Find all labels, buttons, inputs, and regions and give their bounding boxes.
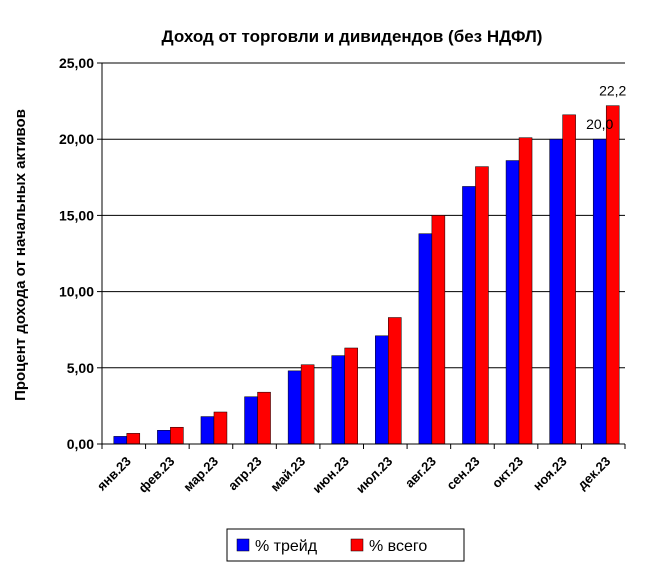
bar-total: [126, 433, 141, 445]
chart-title: Доход от торговли и дивидендов (без НДФЛ…: [162, 27, 543, 46]
x-tick-label: сен.23: [443, 454, 482, 493]
y-tick-label: 0,00: [67, 436, 94, 452]
x-tick-labels: янв.23 фев.23 мар.23 апр.23 май.23 июн.23 июл.…: [94, 454, 613, 497]
bar-total: [605, 105, 620, 445]
bar-trade: [505, 160, 520, 445]
bar-trade: [418, 233, 433, 445]
x-tick-label: мар.23: [180, 454, 221, 495]
bar-total: [170, 426, 184, 445]
bar-total: [475, 166, 489, 445]
bar-total: [344, 347, 358, 445]
x-tick-label: июл.23: [353, 454, 396, 497]
bar-total: [213, 411, 228, 445]
legend-entry: % трейд: [255, 538, 318, 555]
x-tick-label: окт.23: [489, 454, 526, 491]
x-tick-label: май.23: [267, 454, 308, 495]
y-axis-label: Процент дохода от начальных активов: [12, 109, 29, 401]
bar-total: [257, 391, 271, 445]
y-tick-label: 25,00: [59, 55, 94, 71]
bar-trade: [113, 436, 128, 445]
bar-total: [388, 317, 402, 445]
x-tick-label: янв.23: [94, 454, 134, 494]
y-tick-labels: 0,00 5,00 10,00 15,00 20,00 25,00: [59, 55, 94, 452]
bars: [113, 105, 620, 445]
bar-trade: [549, 138, 563, 445]
x-tick-label: ноя.23: [530, 454, 570, 494]
axes: [97, 62, 626, 449]
gridlines: [102, 62, 625, 369]
x-tick-label: апр.23: [225, 454, 265, 494]
bar-trade: [462, 186, 476, 445]
bar-total: [518, 137, 533, 445]
legend-swatch: [236, 538, 250, 552]
bar-total: [431, 215, 446, 445]
bar-trade: [200, 416, 215, 445]
legend-entry: % всего: [369, 538, 427, 555]
legend: % трейд % всего: [226, 528, 465, 562]
x-tick-label: авг.23: [402, 454, 439, 491]
bar-trade: [287, 370, 302, 445]
data-label: 20,0: [586, 116, 613, 132]
x-tick-label: фев.23: [135, 454, 177, 496]
x-tick-label: дек.23: [574, 454, 613, 493]
bar-trade: [331, 355, 345, 445]
y-tick-label: 10,00: [59, 284, 94, 300]
bar-total: [562, 114, 576, 445]
bar-total: [300, 364, 315, 445]
y-tick-label: 5,00: [67, 360, 94, 376]
bar-trade: [375, 335, 389, 445]
y-tick-label: 20,00: [59, 131, 94, 147]
legend-box: [226, 528, 465, 562]
y-tick-label: 15,00: [59, 207, 94, 223]
bar-trade: [244, 396, 258, 445]
x-tick-label: июн.23: [309, 454, 351, 496]
data-labels: 20,0 22,2: [586, 83, 626, 133]
legend-swatch: [350, 538, 364, 552]
bar-trade: [592, 138, 607, 445]
data-label: 22,2: [599, 83, 626, 99]
bar-trade: [157, 430, 171, 445]
